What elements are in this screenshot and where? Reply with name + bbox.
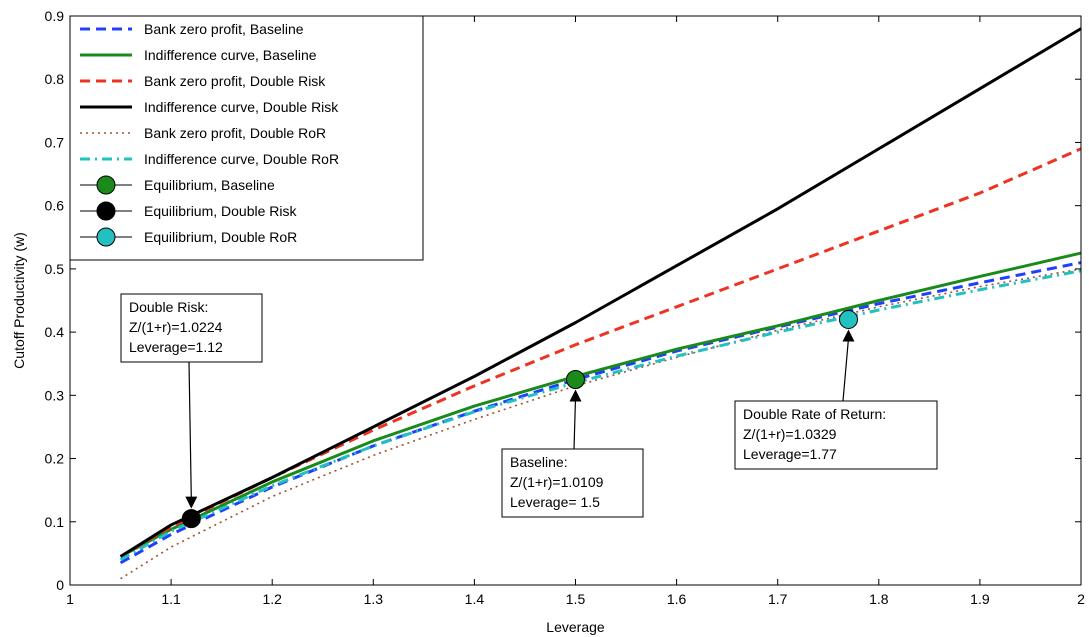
x-tick-label: 1.4 — [465, 591, 485, 607]
annotation-text: Double Risk: — [129, 299, 208, 315]
annotation-arrowhead — [569, 389, 582, 402]
annotation-text: Baseline: — [510, 454, 568, 470]
annotation-arrow — [842, 338, 850, 402]
x-tick-label: 1.3 — [364, 591, 384, 607]
y-tick-label: 0.1 — [45, 514, 65, 530]
legend-label: Equilibrium, Double RoR — [144, 229, 297, 245]
legend-label: Indifference curve, Double Risk — [144, 99, 339, 115]
y-tick-label: 0.8 — [45, 71, 65, 87]
x-tick-label: 1.2 — [262, 591, 282, 607]
annotation-box — [501, 448, 644, 518]
x-tick-label: 2 — [1077, 591, 1085, 607]
equilibrium-point-3 — [838, 309, 858, 329]
annotation-arrow — [188, 361, 192, 500]
x-tick-label: 1.1 — [161, 591, 181, 607]
annotation-text: Z/(1+r)=1.0109 — [510, 474, 604, 490]
annotation-text: Z/(1+r)=1.0329 — [743, 426, 837, 442]
x-tick-label: 1.7 — [768, 591, 788, 607]
legend-box — [69, 15, 424, 261]
x-tick-label: 1.9 — [970, 591, 990, 607]
legend-label: Bank zero profit, Double Risk — [144, 73, 326, 89]
legend-label: Bank zero profit, Double RoR — [144, 125, 326, 141]
annotation-text: Double Rate of Return: — [743, 406, 886, 422]
y-axis-label: Cutoff Productivity (w) — [11, 232, 27, 369]
annotation-text: Z/(1+r)=1.0224 — [129, 319, 223, 335]
y-tick-label: 0.3 — [45, 387, 65, 403]
legend-swatch-marker — [96, 227, 116, 247]
annotation-text: Leverage=1.77 — [743, 446, 837, 462]
equilibrium-point-2 — [181, 509, 201, 529]
legend-label: Bank zero profit, Baseline — [144, 21, 304, 37]
legend-label: Equilibrium, Baseline — [144, 177, 275, 193]
points-layer — [181, 309, 858, 529]
y-tick-label: 0.9 — [45, 8, 65, 24]
y-tick-label: 0.6 — [45, 198, 65, 214]
y-tick-label: 0.4 — [45, 324, 65, 340]
legend-label: Equilibrium, Double Risk — [144, 203, 298, 219]
annotation-box — [120, 293, 263, 363]
annotation-text: Leverage= 1.5 — [510, 494, 600, 510]
ticks-layer: 1 1.1 1.2 1.3 1.4 1.5 1.6 1.7 1.8 1.9 2 0 0.1 0.2 0.3 0… — [45, 8, 1086, 607]
equilibrium-point-1 — [566, 370, 585, 390]
annotation-arrowhead — [185, 496, 198, 509]
x-tick-label: 1.5 — [566, 591, 586, 607]
y-tick-label: 0.7 — [45, 134, 65, 150]
legend-swatch-marker — [96, 175, 116, 195]
legend: Bank zero profit, Baseline Indifference c… — [69, 15, 424, 261]
x-tick-label: 1 — [66, 591, 74, 607]
annotation-text: Leverage=1.12 — [129, 339, 223, 355]
annotation-arrowhead — [842, 329, 855, 342]
annotation-arrow — [573, 398, 577, 450]
x-axis-label: Leverage — [546, 619, 605, 635]
series-line-4 — [119, 27, 1082, 558]
annotation-box — [734, 400, 938, 470]
x-tick-label: 1.6 — [667, 591, 687, 607]
series-line-1 — [119, 261, 1082, 565]
x-tick-label: 1.8 — [869, 591, 889, 607]
legend-label: Indifference curve, Double RoR — [144, 151, 339, 167]
legend-label: Indifference curve, Baseline — [144, 47, 317, 63]
y-tick-label: 0 — [56, 577, 64, 593]
legend-swatch-marker — [96, 201, 116, 221]
y-tick-label: 0.2 — [45, 451, 65, 467]
annotations-layer: Double Risk: Z/(1+r)=1.0224 Leverage=1.12 B… — [120, 293, 938, 518]
y-tick-label: 0.5 — [45, 261, 65, 277]
